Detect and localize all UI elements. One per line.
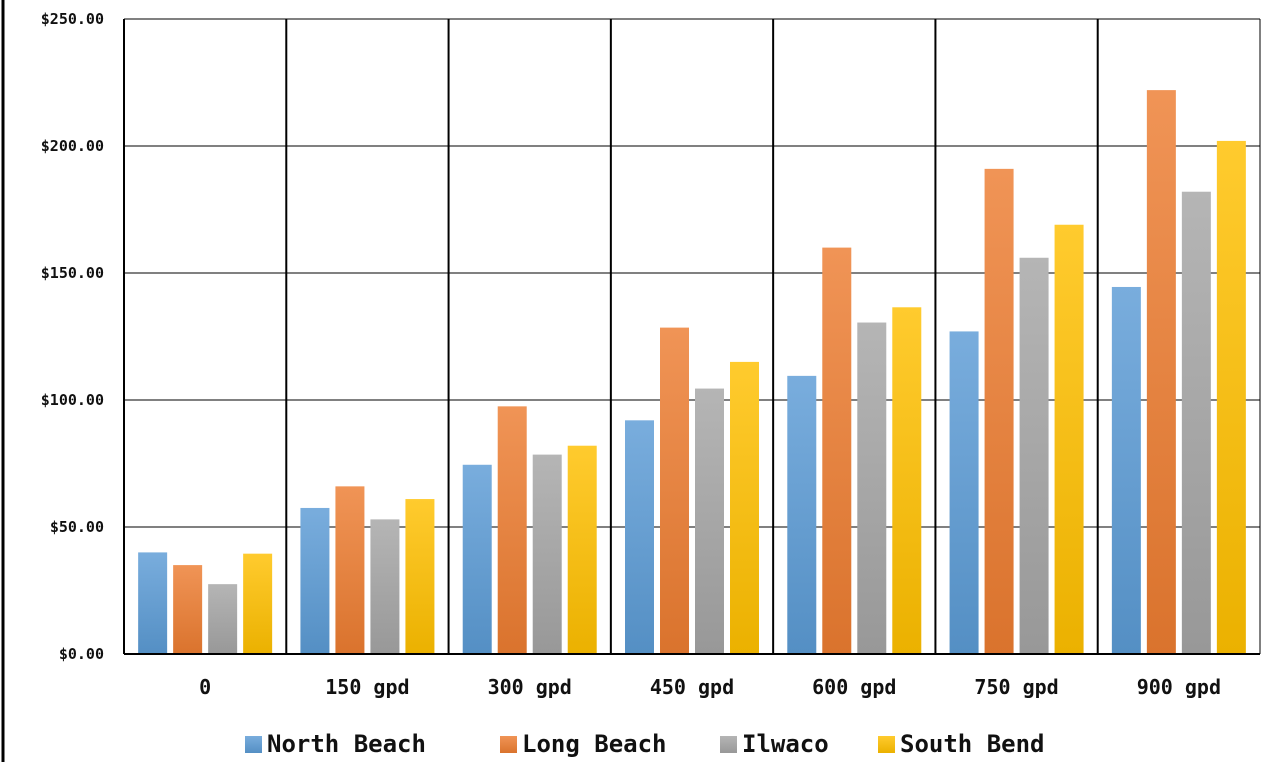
bar-north-beach [138,552,168,654]
bar-south-bend [892,307,922,654]
y-tick-label: $50.00 [50,518,104,536]
bar-ilwaco [532,454,562,654]
bar-ilwaco [370,519,400,654]
x-tick-label: 300 gpd [488,675,572,699]
bar-north-beach [1111,286,1141,654]
bar-north-beach [462,464,492,654]
legend-label: North Beach [267,730,426,758]
bar-long-beach [984,168,1014,655]
bar-ilwaco [857,322,887,654]
bar-south-bend [405,499,435,654]
bar-long-beach [660,327,689,654]
y-tick-label: $150.00 [41,264,104,282]
bar-south-bend [1054,224,1084,655]
y-tick-label: $100.00 [41,391,104,409]
bar-ilwaco [1019,257,1049,654]
legend-swatch [500,736,517,753]
bar-south-bend [567,445,597,654]
x-tick-labels: 0 150 gpd 300 gpd 450 gpd 600 gpd 750 gpd 900 … [199,675,1221,699]
x-tick-label: 0 [199,675,211,699]
bars [138,90,1246,655]
bar-long-beach [1146,90,1176,655]
legend-label: South Bend [900,730,1045,758]
bar-north-beach [949,331,979,654]
bar-south-bend [730,361,759,654]
legend-label: Ilwaco [742,730,829,758]
legend-label: Long Beach [522,730,667,758]
legend: North Beach Long Beach Ilwaco South Bend [245,730,1045,758]
bar-north-beach [300,507,330,654]
bar-ilwaco [208,584,238,654]
legend-swatch [878,736,895,753]
legend-swatch [720,736,737,753]
legend-swatch [245,736,262,753]
bar-long-beach [173,565,203,654]
gridlines [124,18,1261,654]
y-tick-label: $0.00 [59,645,104,663]
bar-ilwaco [695,388,724,654]
bar-north-beach [625,420,654,654]
y-tick-label: $250.00 [41,10,104,28]
bar-north-beach [787,375,817,654]
y-tick-labels: $0.00 $50.00 $100.00 $150.00 $200.00 $250.00 [41,10,104,663]
bar-south-bend [243,553,273,654]
bar-long-beach [335,486,365,654]
bar-south-bend [1216,140,1246,655]
x-tick-label: 450 gpd [650,675,734,699]
x-tick-label: 150 gpd [325,675,409,699]
bar-long-beach [822,247,852,654]
bar-ilwaco [1181,191,1211,654]
bar-long-beach [497,406,527,654]
y-tick-label: $200.00 [41,137,104,155]
x-tick-label: 900 gpd [1137,675,1221,699]
x-tick-label: 750 gpd [974,675,1058,699]
x-tick-label: 600 gpd [812,675,896,699]
